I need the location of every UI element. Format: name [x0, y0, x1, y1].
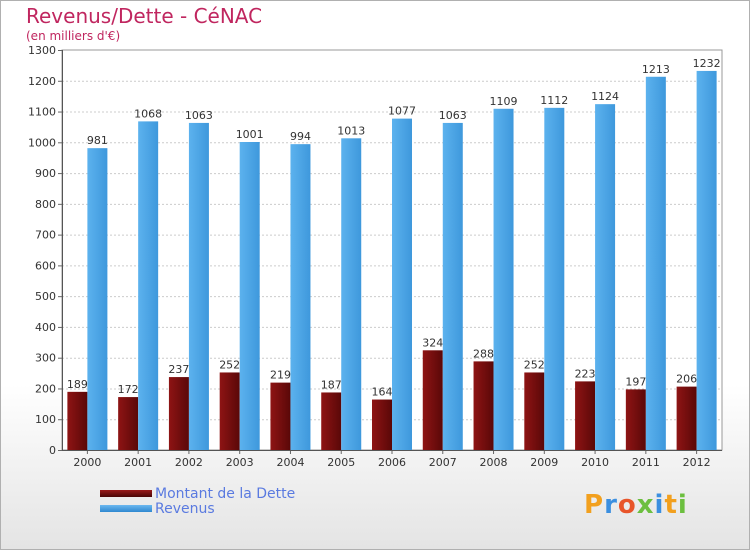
data-label-dette: 187 [321, 378, 342, 391]
data-label-dette: 219 [270, 369, 291, 382]
x-tick-label: 2012 [683, 456, 711, 469]
bar-revenus [138, 121, 159, 450]
bar-dette [67, 391, 88, 450]
bar-dette [118, 397, 139, 450]
x-tick-label: 2001 [124, 456, 152, 469]
data-label-revenus: 1112 [540, 94, 568, 107]
legend-item-revenus: Revenus [100, 500, 295, 517]
data-label-revenus: 981 [87, 134, 108, 147]
bar-dette [219, 372, 240, 450]
x-tick-label: 2010 [581, 456, 609, 469]
bar-revenus [696, 70, 717, 450]
y-tick-label: 600 [35, 259, 56, 272]
logo-letter: t [664, 490, 678, 520]
data-label-revenus: 1077 [388, 105, 416, 118]
bar-revenus [290, 144, 311, 450]
data-label-dette: 172 [118, 383, 139, 396]
x-tick-label: 2002 [175, 456, 203, 469]
legend: Montant de la Dette Revenus [100, 485, 296, 517]
logo-letter: r [604, 490, 618, 520]
y-tick-label: 400 [35, 321, 56, 334]
bar-dette [575, 381, 596, 450]
bar-revenus [239, 142, 260, 450]
data-label-dette: 206 [676, 373, 697, 386]
data-label-dette: 237 [168, 363, 189, 376]
bar-revenus [493, 108, 514, 451]
y-tick-label: 100 [35, 413, 56, 426]
data-label-revenus: 1124 [591, 90, 619, 103]
data-label-revenus: 1068 [134, 107, 162, 120]
data-label-revenus: 994 [290, 130, 311, 143]
data-label-dette: 252 [219, 358, 240, 371]
bar-revenus [341, 138, 362, 451]
y-tick-label: 500 [35, 290, 56, 303]
x-tick-label: 2006 [378, 456, 406, 469]
logo-letter: o [617, 490, 637, 520]
y-tick-label: 300 [35, 352, 56, 365]
data-label-revenus: 1232 [693, 57, 721, 70]
bar-dette [168, 377, 189, 450]
data-label-dette: 164 [372, 386, 393, 399]
data-label-dette: 223 [575, 367, 596, 380]
y-tick-label: 1000 [28, 136, 56, 149]
bar-dette [422, 350, 443, 450]
x-tick-label: 2011 [632, 456, 660, 469]
bar-revenus [442, 122, 463, 450]
data-label-dette: 252 [524, 358, 545, 371]
x-tick-label: 2009 [530, 456, 558, 469]
x-tick-label: 2007 [429, 456, 457, 469]
x-tick-label: 2003 [226, 456, 254, 469]
data-label-revenus: 1063 [185, 109, 213, 122]
bar-dette [321, 392, 342, 450]
legend-label-revenus: Revenus [155, 500, 215, 517]
x-tick-label: 2000 [73, 456, 101, 469]
x-tick-label: 2004 [276, 456, 304, 469]
chart-title: Revenus/Dette - CéNAC [26, 4, 263, 28]
data-label-revenus: 1063 [439, 109, 467, 122]
data-label-revenus: 1213 [642, 63, 670, 76]
x-tick-label: 2008 [480, 456, 508, 469]
chart-subtitle: (en milliers d'€) [26, 29, 121, 43]
data-label-dette: 288 [473, 347, 494, 360]
bar-revenus [392, 118, 412, 450]
legend-item-dette: Montant de la Dette [100, 485, 296, 502]
logo-letter: x [636, 490, 655, 520]
data-label-revenus: 1109 [490, 95, 518, 108]
bar-dette [473, 361, 494, 450]
data-label-dette: 189 [67, 378, 88, 391]
y-tick-label: 200 [35, 382, 56, 395]
legend-label-dette: Montant de la Dette [155, 485, 296, 502]
y-tick-label: 1300 [28, 44, 56, 57]
proxiti-logo: Proxiti [584, 490, 688, 520]
bar-dette [270, 382, 291, 450]
logo-letter: P [584, 490, 605, 520]
x-tick-label: 2005 [327, 456, 355, 469]
data-label-revenus: 1013 [337, 124, 365, 137]
bar-revenus [595, 104, 616, 451]
y-tick-label: 1100 [28, 106, 56, 119]
legend-swatch-revenus [100, 505, 152, 512]
data-label-dette: 324 [422, 336, 443, 349]
y-tick-label: 900 [35, 167, 56, 180]
bar-revenus [645, 76, 666, 451]
bar-revenus [87, 148, 108, 450]
y-tick-label: 700 [35, 229, 56, 242]
logo-letter: i [654, 490, 665, 520]
logo-letter: i [677, 490, 688, 520]
data-label-dette: 197 [625, 375, 646, 388]
y-tick-label: 0 [49, 444, 56, 457]
bar-revenus [544, 107, 565, 450]
bar-dette [372, 399, 392, 450]
bar-dette [625, 389, 646, 450]
bar-revenus [188, 122, 209, 450]
legend-swatch-dette [100, 490, 152, 497]
data-label-revenus: 1001 [236, 128, 264, 141]
bar-dette [524, 372, 545, 450]
y-tick-label: 1200 [28, 75, 56, 88]
bar-dette [676, 386, 697, 450]
y-tick-label: 800 [35, 198, 56, 211]
